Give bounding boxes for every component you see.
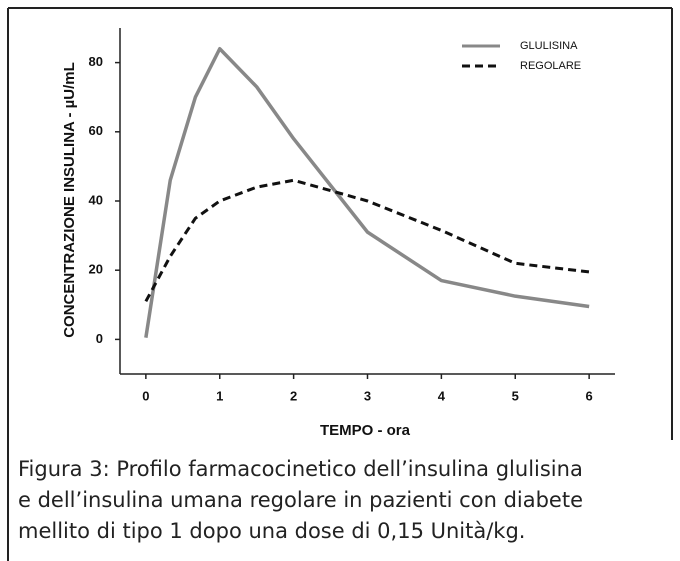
caption-line: e dell’insulina umana regolare in pazien… <box>18 488 583 512</box>
y-tick-label: 60 <box>89 123 103 138</box>
series-line <box>144 178 590 303</box>
x-tick-label: 5 <box>512 388 519 403</box>
x-tick-label: 6 <box>586 388 593 403</box>
y-tick-label: 40 <box>89 192 103 207</box>
x-tick-label: 3 <box>364 388 371 403</box>
y-tick-label: 0 <box>96 331 103 346</box>
x-tick-label: 0 <box>142 388 149 403</box>
x-tick-label: 4 <box>438 388 446 403</box>
series-line <box>144 47 590 338</box>
legend-label: REGOLARE <box>520 60 581 72</box>
x-tick-label: 2 <box>290 388 297 403</box>
caption-line: Figura 3: Profilo farmacocinetico dell’i… <box>18 457 583 481</box>
x-tick-label: 1 <box>216 388 223 403</box>
y-tick-label: 20 <box>89 262 103 277</box>
caption-line: mellito di tipo 1 dopo una dose di 0,15 … <box>18 519 525 543</box>
y-axis-label: CONCENTRAZIONE INSULINA - µU/mL <box>61 62 78 338</box>
x-axis-label: TEMPO - ora <box>320 422 411 439</box>
y-tick-label: 80 <box>89 54 103 69</box>
legend-label: GLULISINA <box>520 40 578 52</box>
